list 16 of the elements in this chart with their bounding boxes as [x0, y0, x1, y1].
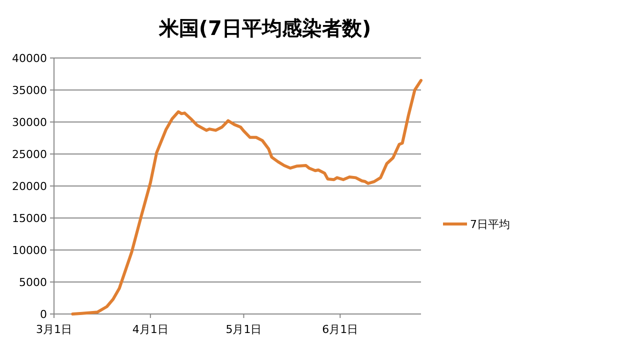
x-tick-label: 5月1日: [226, 323, 262, 336]
y-tick-label: 0: [40, 308, 47, 321]
line-series: [71, 78, 422, 316]
y-tick-label: 5000: [19, 276, 47, 289]
legend-label: 7日平均: [470, 218, 510, 231]
y-tick-label: 20000: [12, 180, 47, 193]
x-tick-label: 4月1日: [132, 323, 168, 336]
y-tick-label: 40000: [12, 52, 47, 65]
y-tick-label: 10000: [12, 244, 47, 257]
y-tick-label: 25000: [12, 148, 47, 161]
y-tick-label: 15000: [12, 212, 47, 225]
y-tick-label: 30000: [12, 116, 47, 129]
x-tick-label: 3月1日: [36, 323, 72, 336]
y-tick-label: 35000: [12, 84, 47, 97]
chart-title: 米国(7日平均感染者数): [158, 16, 372, 40]
x-tick-label: 6月1日: [322, 323, 358, 336]
